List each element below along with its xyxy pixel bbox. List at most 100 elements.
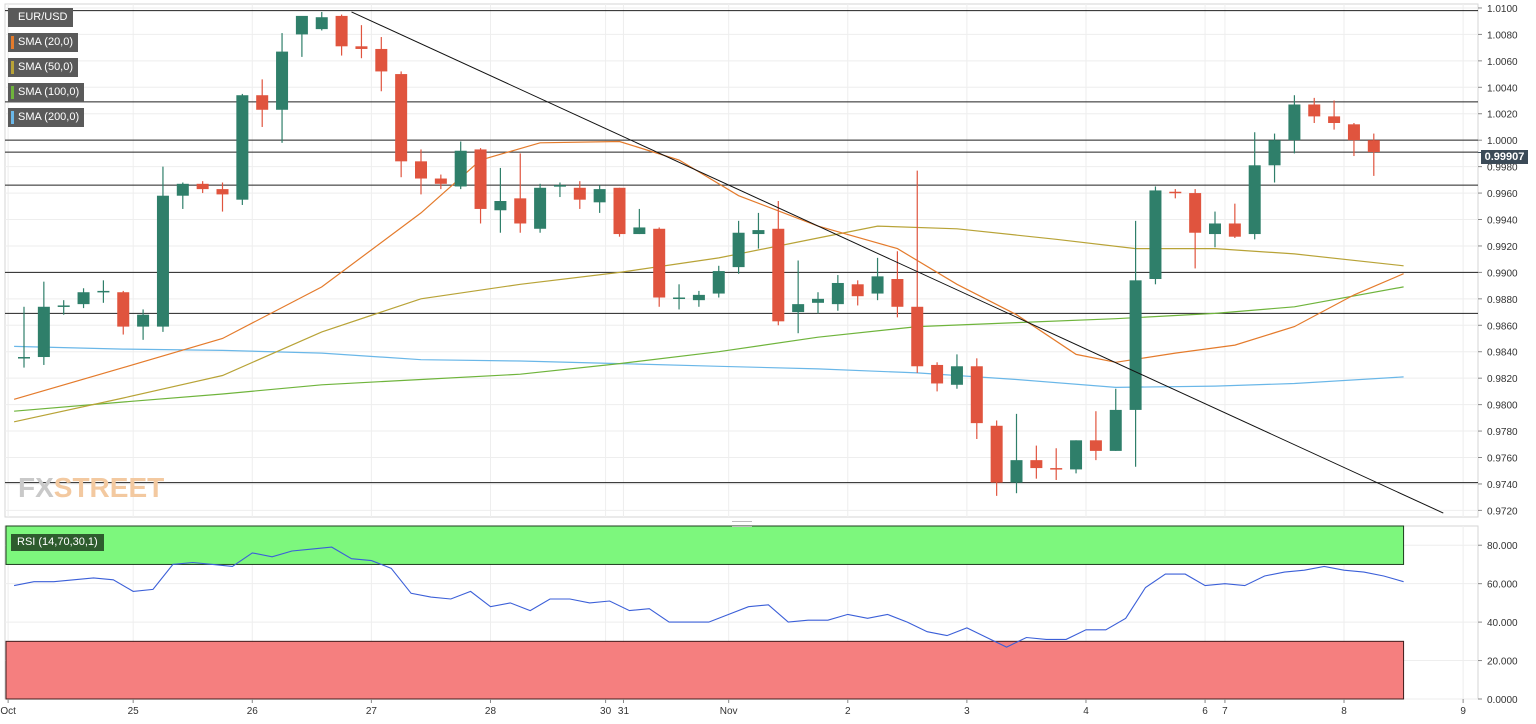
y-tick-label: 0.9800 [1487, 401, 1518, 412]
axes: 1.0100 1.0080 1.0060 1.0040 1.0020 1.0000 0.99… [1478, 4, 1518, 706]
candle-body [1010, 460, 1023, 483]
y-tick-label: 0.9740 [1487, 480, 1518, 491]
sma100-swatch [11, 86, 14, 99]
candle-body [970, 366, 983, 424]
candle-body [1050, 468, 1063, 470]
candle-body [831, 282, 844, 305]
candle-body [593, 189, 606, 203]
rsi-line [13, 546, 1404, 648]
legend-sma20-label: SMA (20,0) [18, 36, 74, 48]
candle-body [494, 201, 507, 211]
x-tick-label: 4 [1083, 706, 1089, 717]
candle-body [474, 149, 487, 209]
candle-body [97, 290, 110, 293]
candle-body [653, 228, 666, 298]
panel-resize-handle[interactable] [732, 521, 752, 527]
candle-body [1308, 104, 1321, 117]
candle-body [931, 364, 944, 384]
x-tick-label: 27 [366, 706, 378, 717]
candle-body [1347, 124, 1360, 141]
candle-body [454, 150, 467, 187]
candle-body [335, 15, 348, 47]
candle-body [553, 185, 566, 187]
legend-symbol[interactable]: EUR/USD [8, 8, 73, 27]
trendline-line [351, 11, 1444, 514]
candle-body [1169, 191, 1182, 194]
candle-body [1089, 440, 1102, 451]
x-tick-label: 25 [128, 706, 140, 717]
logo-street: STREET [53, 472, 165, 503]
trendline [351, 11, 1444, 514]
candle-body [1109, 409, 1122, 451]
candle-body [911, 306, 924, 367]
y-tick-label: 1.0100 [1487, 4, 1518, 15]
rsi-oversold-zone [5, 640, 1405, 700]
main-panel-border [4, 3, 1479, 518]
candle-body [990, 425, 1003, 483]
y-tick-label: 0.9780 [1487, 427, 1518, 438]
y-tick-label: 0.9820 [1487, 374, 1518, 385]
rsi-y-tick-label: 0.0000 [1487, 695, 1518, 706]
candle-body [37, 306, 50, 358]
y-tick-label: 1.0020 [1487, 110, 1518, 121]
x-tick-label: 7 [1222, 706, 1228, 717]
sma100-line [14, 286, 1404, 412]
candle-body [891, 279, 904, 307]
legend-sma200[interactable]: SMA (200,0) [8, 108, 85, 127]
candle-body [1328, 116, 1341, 123]
rsi-panel [5, 525, 1405, 700]
candle-body [315, 17, 328, 30]
candle-body [117, 292, 130, 327]
rsi-y-tick-label: 80.000 [1487, 541, 1518, 552]
candle-body [534, 187, 547, 229]
candle-body [950, 366, 963, 385]
candle-body [1367, 140, 1380, 153]
candle-body [295, 15, 308, 35]
y-tick-label: 0.9720 [1487, 506, 1518, 517]
y-tick-label: 1.0080 [1487, 30, 1518, 41]
candle-body [395, 74, 408, 162]
fxstreet-logo: FXSTREET [18, 472, 164, 504]
y-tick-label: 0.9840 [1487, 348, 1518, 359]
legend-sma100[interactable]: SMA (100,0) [8, 83, 85, 102]
candle-body [77, 292, 90, 305]
candle-body [692, 294, 705, 301]
legend-sma20[interactable]: SMA (20,0) [8, 33, 79, 52]
candle-body [613, 187, 626, 235]
candlesticks [18, 11, 1380, 496]
y-tick-label: 0.9940 [1487, 216, 1518, 227]
candle-body [434, 178, 447, 184]
candle-body [871, 276, 884, 294]
candle-body [216, 189, 229, 195]
candle-body [355, 46, 368, 49]
rsi-legend[interactable]: RSI (14,70,30,1) [11, 534, 104, 551]
candle-body [18, 357, 30, 359]
x-tick-label: 28 [485, 706, 497, 717]
legend-sma50[interactable]: SMA (50,0) [8, 58, 79, 77]
candle-body [712, 271, 725, 294]
legend-symbol-label: EUR/USD [18, 11, 68, 23]
candle-body [1288, 104, 1301, 141]
y-tick-label: 0.9760 [1487, 454, 1518, 465]
candle-body [137, 314, 150, 327]
x-tick-label: Nov [720, 706, 738, 717]
candle-body [772, 228, 785, 322]
candle-body [236, 95, 249, 200]
last-price-tag: 0.99907 [1481, 150, 1528, 164]
y-tick-label: 1.0060 [1487, 57, 1518, 68]
rsi-y-tick-label: 20.000 [1487, 657, 1518, 668]
candle-body [176, 183, 189, 196]
candle-body [514, 198, 527, 224]
y-tick-label: 1.0040 [1487, 83, 1518, 94]
candle-body [375, 48, 388, 72]
candle-body [851, 284, 864, 297]
candle-body [732, 232, 745, 268]
x-tick-label: Oct [0, 706, 16, 717]
candle-body [1268, 140, 1281, 166]
x-tick-label: 2 [845, 706, 851, 717]
candle-body [573, 187, 586, 200]
candle-body [673, 297, 686, 300]
candle-body [1189, 193, 1202, 233]
y-tick-label: 1.0000 [1487, 136, 1518, 147]
horizontal-levels [5, 10, 1478, 484]
